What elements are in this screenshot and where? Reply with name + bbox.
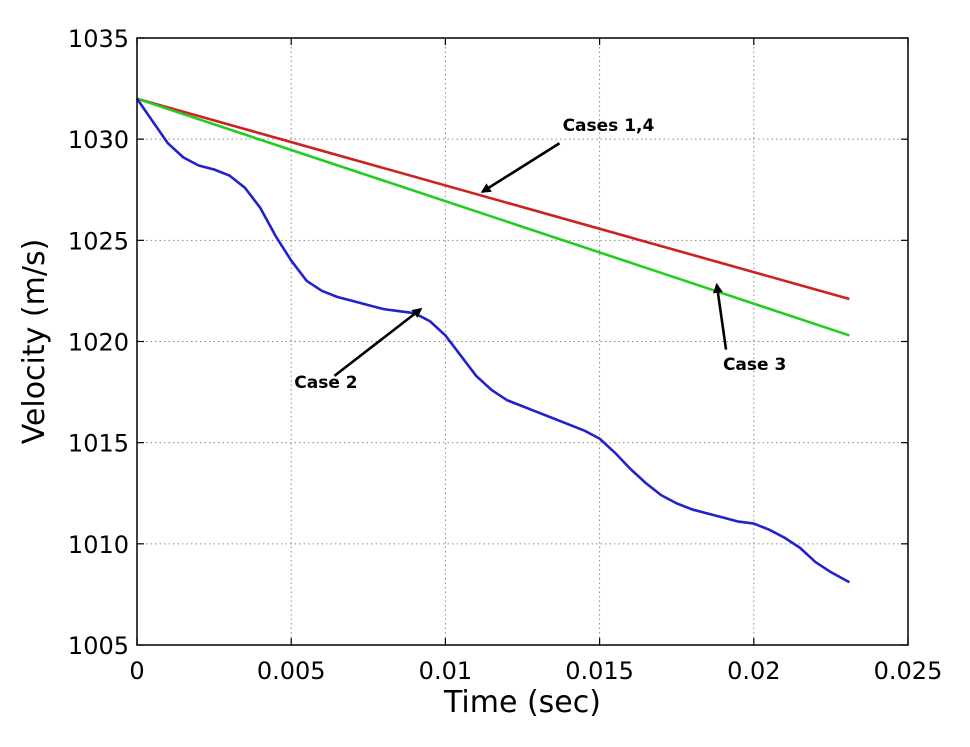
- annotation-arrow: [712, 282, 728, 350]
- x-tick-label: 0: [129, 657, 144, 685]
- x-tick-label: 0.015: [565, 657, 634, 685]
- x-tick-label: 0.025: [874, 657, 943, 685]
- plot-frame: [136, 37, 909, 646]
- annotation-label: Case 3: [723, 355, 786, 375]
- x-tick-label: 0.01: [419, 657, 472, 685]
- y-tick-label: 1030: [68, 126, 129, 154]
- y-tick-label: 1015: [68, 430, 129, 458]
- grid: [137, 38, 908, 645]
- annotation-arrow: [333, 307, 423, 377]
- annotation-arrow: [480, 142, 561, 193]
- ticks: 0 0.005 0.01 0.015 0.02 0.025 1005 1010 1015 1020…: [68, 25, 942, 685]
- series-line: [136, 97, 850, 301]
- y-axis-label: Velocity (m/s): [17, 239, 52, 445]
- series-group: [135, 97, 851, 584]
- annotation-label: Cases 1,4: [563, 116, 655, 136]
- y-tick-label: 1005: [68, 632, 129, 660]
- y-tick-label: 1025: [68, 227, 129, 255]
- x-tick-label: 0.005: [257, 657, 326, 685]
- annotation-label: Case 2: [294, 373, 357, 393]
- y-tick-label: 1010: [68, 531, 129, 559]
- x-axis-label: Time (sec): [443, 685, 601, 720]
- annotations: Cases 1,4 Case 2 Case 3: [294, 116, 786, 393]
- y-tick-label: 1035: [68, 25, 129, 53]
- series-line: [136, 97, 850, 337]
- y-tick-label: 1020: [68, 329, 129, 357]
- series-line: [135, 97, 851, 584]
- x-tick-label: 0.02: [727, 657, 780, 685]
